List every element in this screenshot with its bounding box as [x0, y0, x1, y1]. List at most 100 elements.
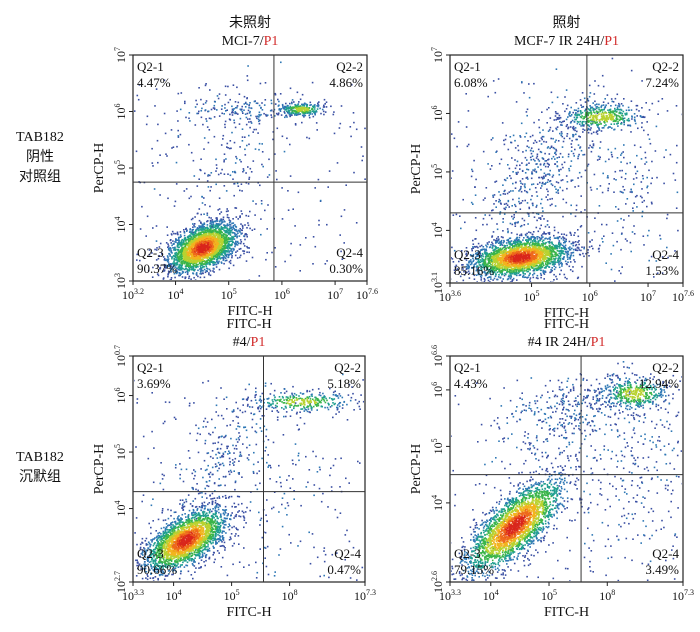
- event-dots: [134, 373, 364, 581]
- x-tick-label: 107.3: [672, 588, 694, 603]
- y-tick-label: 107: [430, 47, 445, 63]
- x-tick-label: 103.3: [439, 588, 461, 603]
- x-tick-label: 105: [221, 287, 237, 302]
- chart-subtitle: MCF-7 IR 24H/P1: [514, 34, 619, 49]
- x-tick-label: 103.3: [122, 588, 144, 603]
- y-tick-label: 105: [430, 164, 445, 180]
- quadrant-percent: 4.47%: [137, 75, 171, 90]
- row-label-line: 阴性: [26, 150, 54, 165]
- quadrant-name: Q2-3: [137, 245, 164, 260]
- x-tick-label: 104: [166, 588, 182, 603]
- chart-subtitle: #4/P1: [233, 335, 266, 350]
- y-tick-label: 103: [113, 273, 128, 289]
- chart-panel-3: FITC-H #4/P1 Q2-13.69% Q2-25.18% Q2-390.66% Q…: [92, 317, 376, 620]
- quadrant-percent: 1.53%: [645, 263, 679, 278]
- x-tick-label: 107: [327, 287, 343, 302]
- x-axis-label: FITC-H: [544, 605, 589, 620]
- row-label-top: TAB182 阴性 对照组: [0, 128, 80, 188]
- quadrant-name: Q2-4: [652, 546, 679, 561]
- chart-subtitle: MCI-7/P1: [222, 34, 279, 49]
- x-tick-label: 104: [168, 287, 184, 302]
- event-dots: [451, 57, 682, 282]
- y-tick-label: 100.7: [113, 345, 128, 367]
- x-tick-label: 103.2: [122, 287, 144, 302]
- y-axis-label: PerCP-H: [409, 144, 424, 195]
- quadrant-name: Q2-2: [652, 360, 679, 375]
- y-axis-label: PerCP-H: [409, 444, 424, 495]
- quadrant-percent: 90.66%: [137, 562, 177, 577]
- x-tick-label: 107.6: [672, 289, 694, 304]
- quadrant-name: Q2-1: [454, 59, 481, 74]
- row-label-bottom: TAB182 沉默组: [0, 448, 80, 488]
- chart-title: 未照射: [229, 15, 271, 31]
- chart-title: FITC-H: [544, 317, 589, 332]
- x-tick-label: 103.6: [439, 289, 461, 304]
- quadrant-name: Q2-3: [137, 546, 164, 561]
- quadrant-percent: 3.49%: [645, 562, 679, 577]
- x-tick-label: 107.6: [356, 287, 378, 302]
- x-tick-label: 106: [582, 289, 598, 304]
- chart-title: 照射: [553, 15, 581, 31]
- x-axis-label: FITC-H: [227, 304, 272, 319]
- quadrant-percent: 85.16%: [454, 263, 494, 278]
- y-tick-label: 106: [113, 104, 128, 120]
- event-dots: [134, 61, 366, 280]
- event-dots: [451, 361, 682, 581]
- quadrant-percent: 0.30%: [329, 261, 363, 276]
- chart-title: FITC-H: [226, 317, 271, 332]
- x-axis-label: FITC-H: [544, 306, 589, 321]
- x-tick-label: 105: [524, 289, 540, 304]
- quadrant-name: Q2-4: [334, 546, 361, 561]
- y-tick-label: 106.6: [430, 345, 445, 367]
- quadrant-percent: 7.24%: [645, 75, 679, 90]
- quadrant-percent: 79.15%: [454, 562, 494, 577]
- x-tick-label: 105: [224, 588, 240, 603]
- quadrant-name: Q2-3: [454, 546, 481, 561]
- chart-panel-2: 照射 MCF-7 IR 24H/P1 Q2-16.08% Q2-27.24% Q2-38…: [409, 15, 694, 321]
- x-tick-label: 108: [599, 588, 615, 603]
- quadrant-name: Q2-4: [652, 247, 679, 262]
- x-tick-label: 107: [640, 289, 656, 304]
- chart-subtitle: #4 IR 24H/P1: [528, 335, 606, 350]
- quadrant-percent: 5.18%: [327, 376, 361, 391]
- quadrant-percent: 3.69%: [137, 376, 171, 391]
- y-tick-label: 102.6: [430, 571, 445, 593]
- y-axis-label: PerCP-H: [92, 444, 107, 495]
- quadrant-name: Q2-1: [454, 360, 481, 375]
- row-label-line: 沉默组: [19, 470, 61, 485]
- y-tick-label: 107: [113, 47, 128, 63]
- y-tick-label: 103.1: [430, 272, 445, 294]
- y-tick-label: 102.7: [113, 571, 128, 593]
- y-tick-label: 104: [113, 217, 128, 233]
- x-tick-label: 104: [483, 588, 499, 603]
- x-tick-label: 107.3: [354, 588, 376, 603]
- y-tick-label: 105: [113, 160, 128, 176]
- x-axis-label: FITC-H: [226, 605, 271, 620]
- y-tick-label: 106: [430, 105, 445, 121]
- y-tick-label: 104: [113, 501, 128, 517]
- quadrant-name: Q2-3: [454, 247, 481, 262]
- quadrant-name: Q2-2: [336, 59, 363, 74]
- row-label-line: TAB182: [16, 450, 64, 465]
- y-tick-label: 106: [113, 388, 128, 404]
- row-label-line: 对照组: [19, 170, 61, 185]
- x-tick-label: 106: [274, 287, 290, 302]
- quadrant-percent: 6.08%: [454, 75, 488, 90]
- y-tick-label: 105: [430, 438, 445, 454]
- quadrant-percent: 12.94%: [639, 376, 679, 391]
- x-tick-label: 108: [282, 588, 298, 603]
- chart-panel-1: 未照射 MCI-7/P1 Q2-14.47% Q2-24.86% Q2-390.37% Q…: [92, 15, 378, 319]
- y-axis-label: PerCP-H: [92, 143, 107, 194]
- y-tick-label: 104: [430, 222, 445, 238]
- y-tick-label: 106: [430, 382, 445, 398]
- quadrant-name: Q2-2: [652, 59, 679, 74]
- chart-panel-4: FITC-H #4 IR 24H/P1 Q2-14.43% Q2-212.94% Q2-…: [409, 317, 694, 620]
- quadrant-name: Q2-1: [137, 360, 164, 375]
- x-tick-label: 105: [541, 588, 557, 603]
- quadrant-percent: 4.43%: [454, 376, 488, 391]
- quadrant-name: Q2-4: [336, 245, 363, 260]
- y-tick-label: 104: [430, 495, 445, 511]
- quadrant-percent: 0.47%: [327, 562, 361, 577]
